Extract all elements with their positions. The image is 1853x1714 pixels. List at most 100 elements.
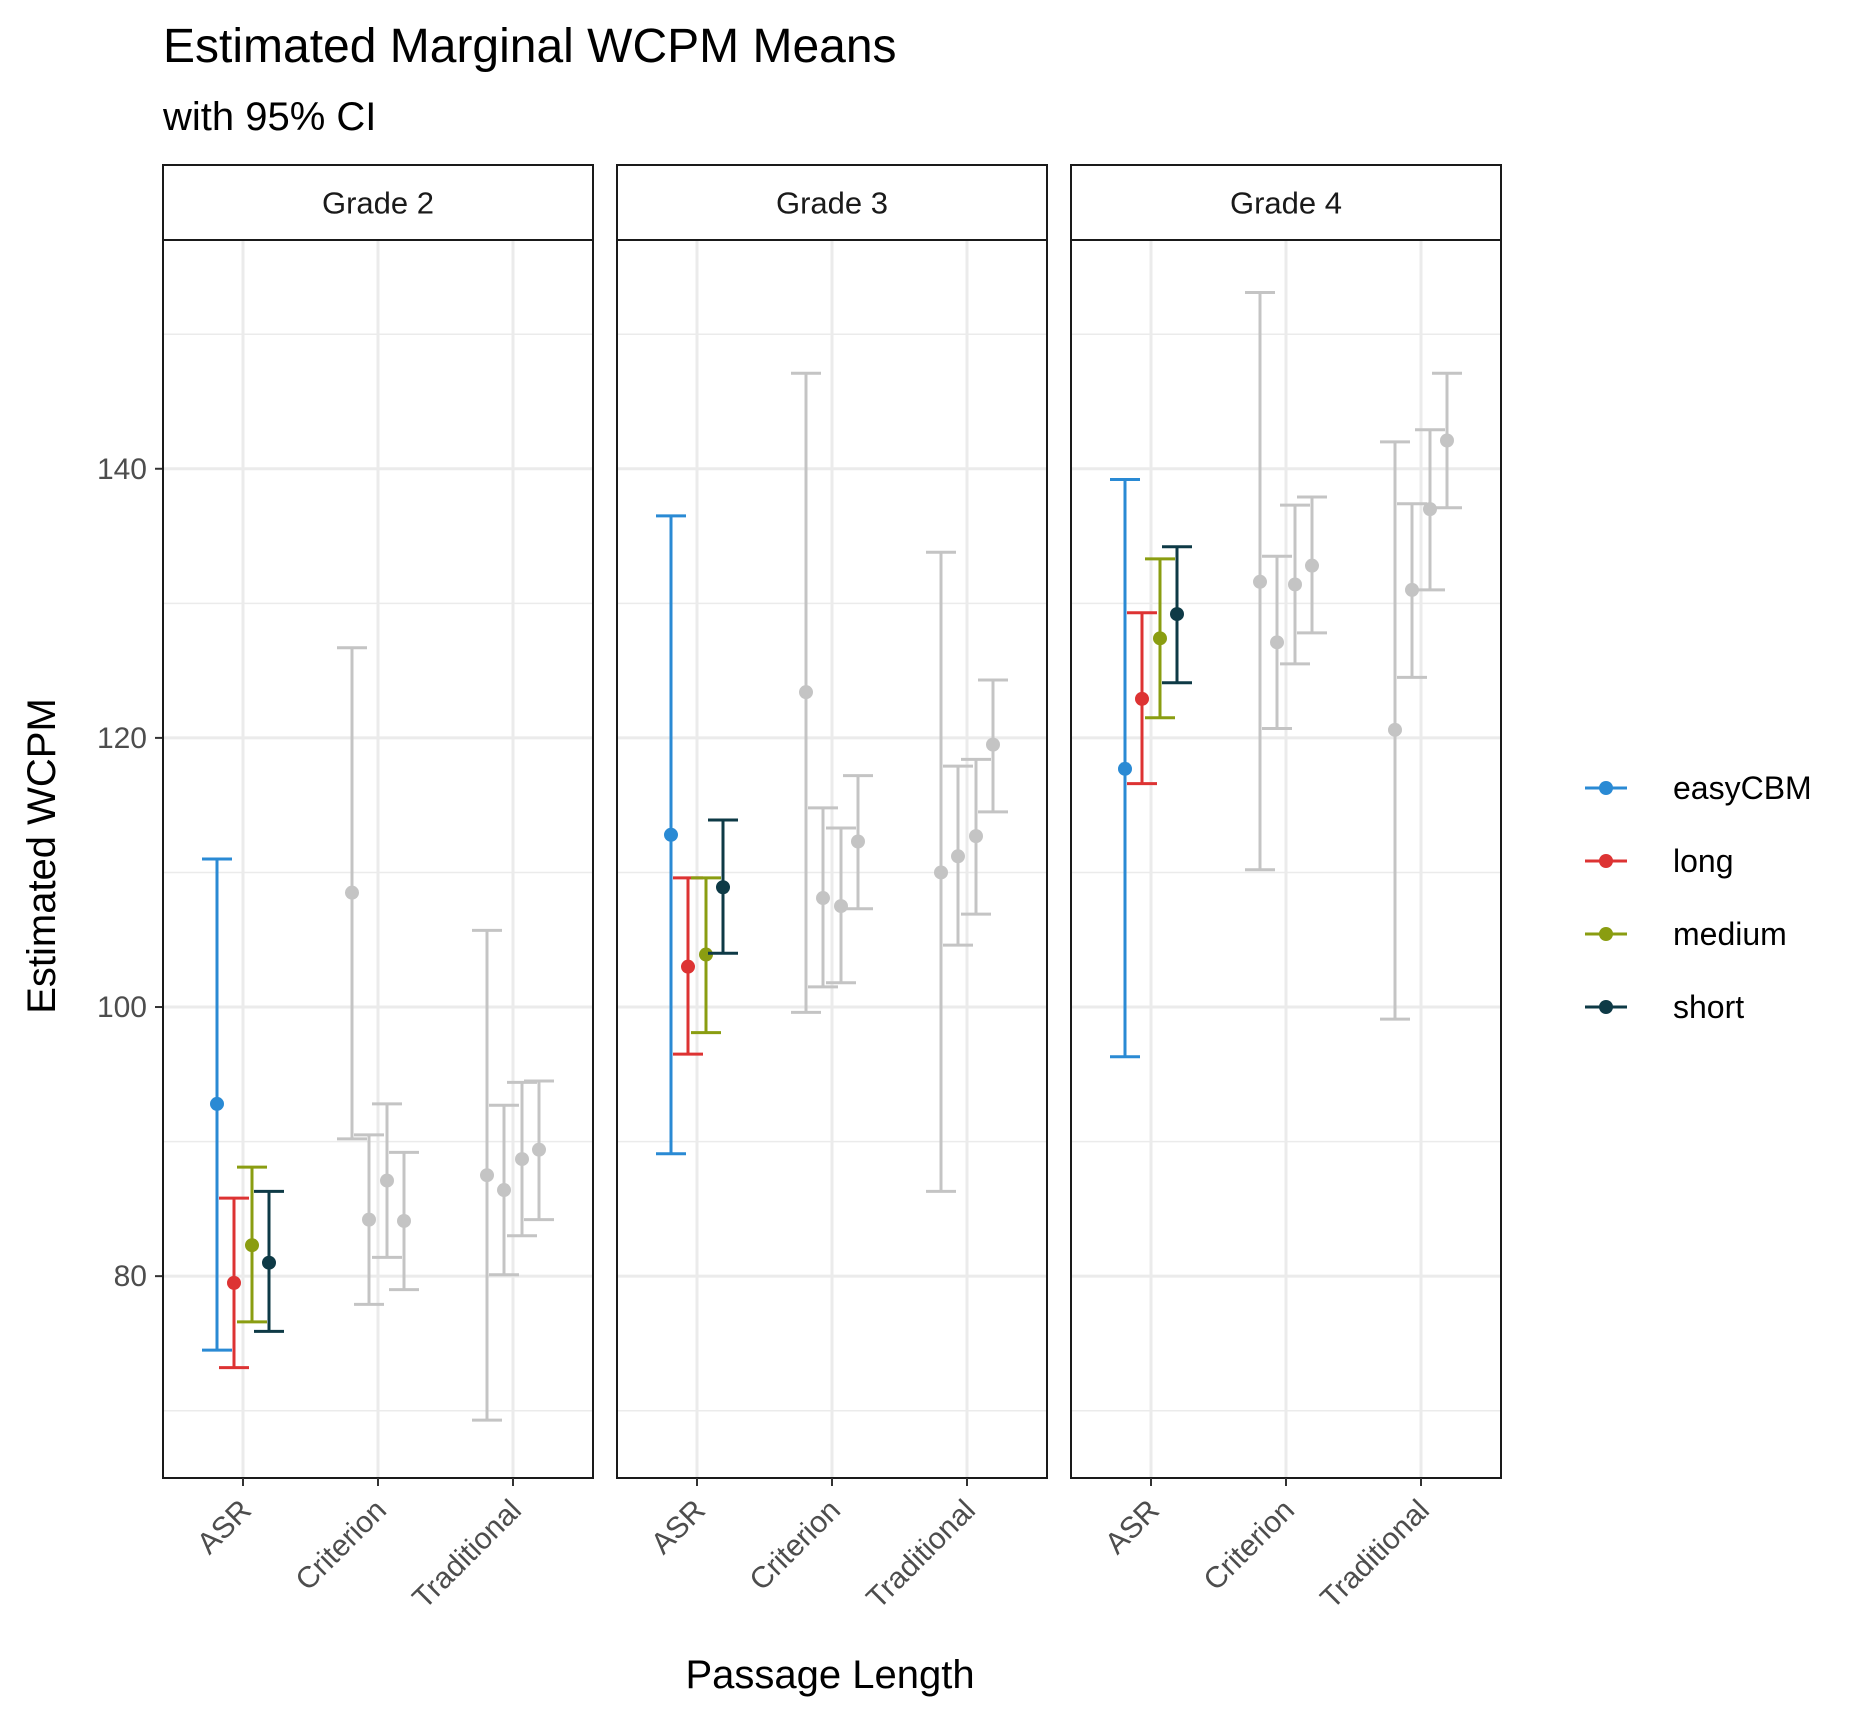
x-axis-label: Passage Length xyxy=(685,1653,974,1697)
errorbar-point xyxy=(1145,557,1175,720)
facet-panel: Grade 2 ASR Criterion Traditional xyxy=(162,164,594,1616)
mean-point xyxy=(1288,577,1302,592)
x-tick-label: ASR xyxy=(191,1494,258,1561)
errorbar-point xyxy=(808,806,838,989)
mean-point xyxy=(1118,761,1132,776)
mean-point xyxy=(1153,631,1167,646)
mean-point xyxy=(1135,691,1149,706)
errorbar-point xyxy=(843,774,873,911)
errorbar-point xyxy=(1297,495,1327,635)
legend-item: easyCBM xyxy=(1585,770,1812,806)
errorbar-point xyxy=(254,1189,284,1333)
mean-point xyxy=(934,865,948,880)
mean-point xyxy=(986,737,1000,752)
legend-key-point xyxy=(1599,1000,1613,1014)
y-tick-label: 80 xyxy=(114,1260,147,1293)
errorbar-point xyxy=(489,1103,519,1277)
facet-strip-label: Grade 4 xyxy=(1230,186,1342,221)
errorbar-point xyxy=(943,764,973,947)
mean-point xyxy=(799,685,813,700)
legend-label: short xyxy=(1673,989,1744,1025)
mean-point xyxy=(851,834,865,849)
errorbar-point xyxy=(1415,428,1445,592)
errorbar-point xyxy=(472,928,502,1422)
errorbar-point xyxy=(1262,554,1292,730)
chart-subtitle: with 95% CI xyxy=(162,95,376,139)
mean-point xyxy=(1440,433,1454,448)
mean-point xyxy=(1388,722,1402,737)
errorbar-point xyxy=(219,1196,249,1370)
y-tick-label: 140 xyxy=(97,453,147,486)
legend-label: long xyxy=(1673,843,1734,879)
mean-point xyxy=(664,827,678,842)
errorbar-point xyxy=(1162,545,1192,685)
facet-strip-label: Grade 2 xyxy=(322,186,434,221)
errorbar-point xyxy=(978,678,1008,814)
errorbar-point xyxy=(1380,440,1410,1021)
mean-point xyxy=(397,1213,411,1228)
mean-point xyxy=(951,849,965,864)
mean-point xyxy=(699,947,713,962)
errorbar-point xyxy=(1110,478,1140,1059)
x-tick-label: ASR xyxy=(1099,1494,1166,1561)
errorbar-point xyxy=(691,876,721,1035)
x-tick-label: Criterion xyxy=(1197,1494,1301,1598)
facet-strip-label: Grade 3 xyxy=(776,186,888,221)
legend-key-point xyxy=(1599,927,1613,941)
mean-point xyxy=(515,1152,529,1167)
mean-point xyxy=(969,829,983,844)
y-tick-label: 120 xyxy=(97,722,147,755)
mean-point xyxy=(497,1183,511,1198)
mean-point xyxy=(210,1096,224,1111)
mean-point xyxy=(245,1238,259,1253)
errorbar-point xyxy=(354,1133,384,1306)
legend-key-point xyxy=(1599,854,1613,868)
errorbar-point xyxy=(826,826,856,985)
chart-title: Estimated Marginal WCPM Means xyxy=(163,20,897,73)
errorbar-point xyxy=(372,1102,402,1259)
mean-point xyxy=(1170,607,1184,622)
errorbar-point xyxy=(507,1080,537,1238)
mean-point xyxy=(345,885,359,900)
mean-point xyxy=(532,1142,546,1157)
legend-item: medium xyxy=(1585,916,1787,952)
errorbar-point xyxy=(926,550,956,1193)
mean-point xyxy=(480,1168,494,1183)
mean-point xyxy=(1405,582,1419,597)
x-tick-label: Criterion xyxy=(289,1494,393,1598)
mean-point xyxy=(262,1255,276,1270)
x-tick-label: Traditional xyxy=(406,1494,528,1616)
errorbar-point xyxy=(337,646,367,1141)
legend-label: easyCBM xyxy=(1673,770,1812,806)
errorbar-point xyxy=(1280,503,1310,666)
errorbar-point xyxy=(202,857,232,1352)
mean-point xyxy=(716,880,730,895)
errorbar-point xyxy=(673,876,703,1056)
mean-point xyxy=(1253,574,1267,589)
x-tick-label: Criterion xyxy=(743,1494,847,1598)
facet-panel: Grade 3 ASR Criterion Traditional xyxy=(616,164,1048,1615)
x-tick-label: Traditional xyxy=(1314,1494,1436,1616)
errorbar-point xyxy=(656,514,686,1156)
facet-strip xyxy=(1070,164,1502,241)
mean-point xyxy=(834,899,848,914)
errorbar-point xyxy=(961,757,991,916)
mean-point xyxy=(1423,502,1437,517)
x-tick-label: ASR xyxy=(645,1494,712,1561)
errorbar-point xyxy=(791,371,821,1014)
mean-point xyxy=(227,1275,241,1290)
mean-point xyxy=(816,891,830,906)
errorbar-point xyxy=(1127,611,1157,786)
mean-point xyxy=(380,1173,394,1188)
mean-point xyxy=(362,1212,376,1227)
facet-panel: Grade 4 ASR Criterion Traditional xyxy=(1070,164,1502,1616)
legend-item: long xyxy=(1585,843,1734,879)
errorbar-point xyxy=(1245,290,1275,872)
errorbar-point xyxy=(524,1079,554,1222)
legend: easyCBM long medium short xyxy=(1585,770,1812,1025)
errorbar-point xyxy=(1432,371,1462,510)
errorbar-point xyxy=(1397,502,1427,679)
